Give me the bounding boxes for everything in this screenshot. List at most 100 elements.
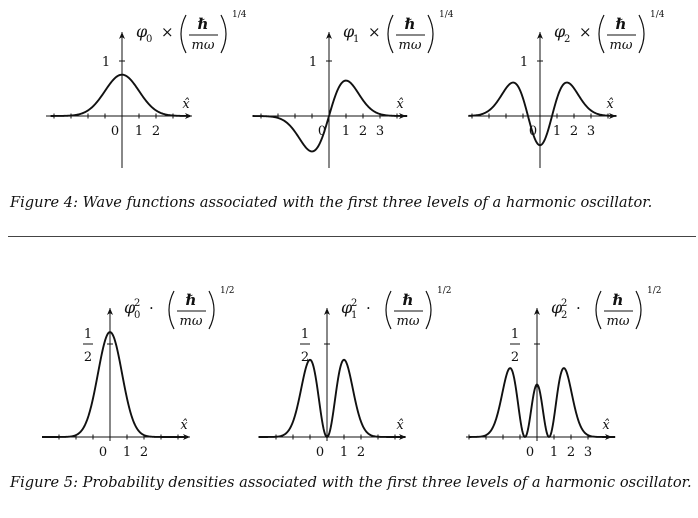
fig4-panel0-formula-fraction-den: mω — [192, 38, 215, 53]
figure-5-caption: Figure 5: Probability densities associat… — [10, 474, 692, 491]
fig5-panel1-formula-fraction-den: mω — [397, 314, 420, 329]
fig4-panel0-tick-label-2: 2 — [152, 124, 160, 139]
fig5-panel0-y-axis-arrow — [107, 308, 113, 315]
fig5-panel2-y-axis-arrow — [534, 308, 540, 315]
fig5-panel1-tick-label-2: 2 — [357, 445, 365, 460]
fig5-panel1-tick-label-0: 0 — [316, 445, 324, 460]
fig5-panel2-formula-subscript: 2 — [561, 310, 567, 321]
fig4-panel1-formula-paren-right — [427, 14, 434, 54]
fig5-panel0-curve — [42, 331, 189, 438]
fig5-panel1-formula-superscript: 2 — [351, 298, 357, 309]
fig4-panel2-formula-symbol: φ — [554, 22, 566, 41]
fig4-panel0-formula-paren-right — [220, 14, 227, 54]
fig5-panel2-tick-label-3: 3 — [584, 445, 592, 460]
fig4-panel1-formula-exponent: 1/4 — [439, 10, 454, 20]
fig5-panel0-y-tick-label-den: 2 — [84, 350, 92, 365]
fig4-panel2-tick-label-2: 2 — [570, 124, 578, 139]
fig5-panel1-formula-operator: · — [366, 299, 371, 317]
fig5-panel2-y-tick-label-num: 1 — [511, 327, 519, 342]
fig4-panel0-y-tick-label: 1 — [102, 55, 110, 70]
fig4-panel2-tick-label-1: 1 — [553, 124, 561, 139]
fig4-panel1-tick-label-2: 2 — [359, 124, 367, 139]
fig4-panel0-formula-subscript: 0 — [146, 34, 152, 45]
fig4-panel2-formula-fraction-num: ℏ — [616, 15, 627, 33]
fig4-panel1-curve — [252, 79, 408, 153]
fig4-panel1-tick-label-3: 3 — [376, 124, 384, 139]
fig4-panel2-y-axis-arrow — [537, 32, 543, 39]
fig5-panel0-x-axis-label: x̂ — [180, 418, 188, 433]
fig5-panel0-tick-label-0: 0 — [99, 445, 107, 460]
fig4-panel1-formula-symbol: φ — [343, 22, 355, 41]
fig4-panel2-formula-subscript: 2 — [564, 34, 570, 45]
fig5-panel2-tick-label-0: 0 — [526, 445, 534, 460]
fig4-panel1-tick-label-0: 0 — [318, 124, 326, 139]
fig4-panel0-formula-fraction-num: ℏ — [198, 15, 209, 33]
fig5-panel0-formula-subscript: 0 — [134, 310, 140, 321]
fig4-panel2-x-axis-label: x̂ — [606, 97, 614, 112]
fig4-panel2-formula-operator: × — [579, 23, 592, 41]
section-divider — [8, 236, 696, 237]
fig5-panel1-formula-paren-right — [425, 290, 432, 330]
fig5-panel1-formula-fraction-num: ℏ — [403, 291, 414, 309]
fig5-panel1-curve — [259, 358, 406, 438]
fig5-panel2-formula-exponent: 1/2 — [647, 286, 661, 296]
fig5-panel2-tick-label-2: 2 — [567, 445, 575, 460]
fig4-panel2-formula-paren-right — [638, 14, 645, 54]
fig4-panel0-formula-operator: × — [161, 23, 174, 41]
fig5-panel1-tick-label-1: 1 — [340, 445, 348, 460]
fig4-panel1-formula-operator: × — [368, 23, 381, 41]
fig5-panel2-formula-operator: · — [576, 299, 581, 317]
fig5-panel0-tick-label-1: 1 — [123, 445, 131, 460]
fig5-panel2-formula-paren-right — [635, 290, 642, 330]
fig5-panel0-formula-operator: · — [149, 299, 154, 317]
fig5-panel2-formula-paren-left — [595, 290, 602, 330]
fig5-panel0-y-tick-label-num: 1 — [84, 327, 92, 342]
fig5-panel1-y-tick-label-num: 1 — [301, 327, 309, 342]
fig4-panel1-formula-fraction-den: mω — [399, 38, 422, 53]
fig4-panel0-curve — [50, 73, 191, 117]
fig4-panel1-y-tick-label: 1 — [309, 55, 317, 70]
fig5-panel2-formula-superscript: 2 — [561, 298, 567, 309]
fig5-panel2-curve — [469, 367, 616, 439]
fig4-panel0-tick-label-0: 0 — [111, 124, 119, 139]
fig4-panel0-y-axis-arrow — [119, 32, 125, 39]
fig4-panel0-formula-exponent: 1/4 — [232, 10, 247, 20]
fig5-panel0-formula-symbol: φ — [124, 298, 136, 317]
fig4-panel0-formula-paren-left — [180, 14, 187, 54]
fig5-panel1-formula-subscript: 1 — [351, 310, 357, 321]
fig5-panel0-formula-superscript: 2 — [134, 298, 140, 309]
fig5-panel0-formula-exponent: 1/2 — [220, 286, 234, 296]
fig4-panel1-formula-fraction-num: ℏ — [405, 15, 416, 33]
fig4-panel2-formula-paren-left — [598, 14, 605, 54]
figure-4-caption: Figure 4: Wave functions associated with… — [10, 194, 653, 211]
fig5-panel2-formula-fraction-num: ℏ — [613, 291, 624, 309]
fig5-panel2-y-tick-label-den: 2 — [511, 350, 519, 365]
fig4-panel1-tick-label-1: 1 — [342, 124, 350, 139]
fig5-panel1-x-axis-label: x̂ — [396, 418, 404, 433]
fig5-panel2-formula-symbol: φ — [551, 298, 563, 317]
fig5-panel1-formula-exponent: 1/2 — [437, 286, 451, 296]
fig5-panel0-formula-fraction-num: ℏ — [186, 291, 197, 309]
fig4-panel0-tick-label-1: 1 — [135, 124, 143, 139]
fig5-panel1-y-axis-arrow — [324, 308, 330, 315]
fig4-panel0-x-axis-label: x̂ — [182, 97, 190, 112]
fig4-panel2-formula-exponent: 1/4 — [650, 10, 665, 20]
fig5-panel1-formula-paren-left — [385, 290, 392, 330]
fig4-panel0-formula-symbol: φ — [136, 22, 148, 41]
fig5-panel2-tick-label-1: 1 — [550, 445, 558, 460]
fig5-panel0-tick-label-2: 2 — [140, 445, 148, 460]
fig5-panel1-formula-symbol: φ — [341, 298, 353, 317]
fig4-panel2-y-tick-label: 1 — [520, 55, 528, 70]
fig4-panel2-curve — [468, 81, 617, 147]
fig5-panel0-formula-paren-right — [208, 290, 215, 330]
fig4-panel1-formula-paren-left — [387, 14, 394, 54]
fig5-panel0-formula-paren-left — [168, 290, 175, 330]
fig4-panel1-formula-subscript: 1 — [353, 34, 359, 45]
